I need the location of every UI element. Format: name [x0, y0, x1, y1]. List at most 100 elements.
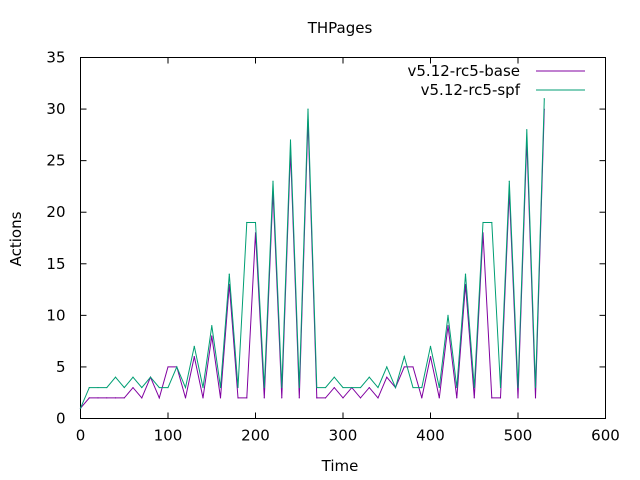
data-point: [403, 366, 405, 368]
data-point: [429, 356, 432, 358]
data-point: [517, 386, 519, 389]
data-point: [438, 397, 440, 399]
data-point: [508, 180, 510, 182]
data-point: [281, 386, 283, 389]
y-tick-label: 10: [46, 306, 65, 324]
y-tick-label: 0: [56, 410, 66, 428]
y-tick-label: 20: [46, 203, 65, 221]
data-point: [263, 386, 265, 389]
data-point: [386, 376, 388, 378]
data-point: [359, 397, 362, 399]
data-point: [447, 314, 449, 316]
data-point: [517, 397, 519, 399]
data-point: [438, 386, 440, 389]
data-point: [534, 386, 537, 389]
axis-ticks: 0 100 200 300 400 500 600 0 5 10 15 20 25 30 35: [46, 49, 619, 445]
data-point: [281, 397, 283, 399]
series-layer: [79, 98, 545, 409]
data-point: [184, 397, 187, 399]
data-point: [421, 397, 423, 399]
data-point: [219, 386, 222, 389]
data-point: [473, 386, 475, 389]
x-tick-label: 100: [154, 427, 183, 445]
data-point: [193, 356, 195, 358]
data-point: [237, 397, 239, 399]
data-point: [246, 221, 248, 224]
data-point: [149, 376, 152, 378]
data-point: [237, 386, 239, 389]
data-point: [412, 386, 414, 389]
data-point: [289, 139, 292, 141]
y-axis-label: Actions: [7, 211, 25, 266]
data-point: [342, 397, 344, 399]
data-point: [123, 397, 125, 399]
data-point: [447, 325, 449, 327]
data-point: [88, 397, 90, 399]
data-point: [88, 386, 90, 389]
data-point: [491, 221, 493, 224]
data-point: [167, 366, 169, 368]
legend-label: v5.12-rc5-base: [408, 62, 521, 80]
plot-area-frame: [80, 57, 606, 419]
data-point: [167, 386, 169, 389]
x-tick-label: 0: [76, 427, 86, 445]
y-tick-label: 15: [46, 255, 65, 273]
x-axis-label: Time: [321, 457, 359, 475]
data-point: [351, 386, 353, 389]
data-point: [464, 273, 467, 275]
data-point: [368, 386, 370, 389]
data-point: [534, 397, 537, 399]
data-point: [202, 397, 204, 399]
data-point: [456, 386, 458, 389]
data-point: [403, 356, 405, 358]
data-point: [193, 345, 195, 347]
data-point: [543, 98, 545, 100]
y-tick-label: 5: [56, 358, 66, 376]
x-tick-label: 600: [591, 427, 620, 445]
data-point: [123, 386, 125, 389]
data-point: [307, 108, 309, 110]
data-point: [272, 180, 274, 182]
data-point: [211, 335, 213, 337]
data-point: [324, 397, 327, 399]
data-point: [482, 221, 484, 224]
data-point: [499, 386, 502, 389]
chart-title: THPages: [307, 19, 373, 37]
series-line-2: [80, 98, 545, 409]
data-point: [246, 397, 248, 399]
data-point: [106, 397, 108, 399]
data-point: [106, 386, 108, 389]
data-point: [412, 366, 414, 368]
data-point: [211, 325, 213, 327]
y-tick-label: 25: [46, 152, 65, 170]
data-point: [473, 397, 475, 399]
data-point: [132, 376, 134, 378]
data-point: [377, 397, 379, 399]
data-point: [141, 386, 143, 389]
data-point: [526, 129, 528, 131]
data-point: [141, 397, 143, 399]
x-tick-label: 500: [504, 427, 533, 445]
data-point: [132, 386, 134, 389]
data-point: [298, 397, 300, 399]
data-point: [97, 386, 99, 389]
data-point: [158, 397, 160, 399]
data-point: [359, 386, 362, 389]
data-point: [333, 386, 335, 389]
data-point: [219, 397, 222, 399]
data-point: [491, 397, 493, 399]
data-point: [324, 386, 327, 389]
data-point: [114, 397, 117, 399]
data-point: [499, 397, 502, 399]
data-point: [184, 386, 187, 389]
data-point: [394, 386, 397, 389]
x-tick-label: 300: [329, 427, 358, 445]
data-point: [263, 397, 265, 399]
data-point: [158, 386, 160, 389]
data-point: [97, 397, 99, 399]
legend-label: v5.12-rc5-spf: [421, 81, 521, 99]
data-point: [114, 376, 117, 378]
x-tick-label: 400: [416, 427, 445, 445]
data-point: [342, 386, 344, 389]
